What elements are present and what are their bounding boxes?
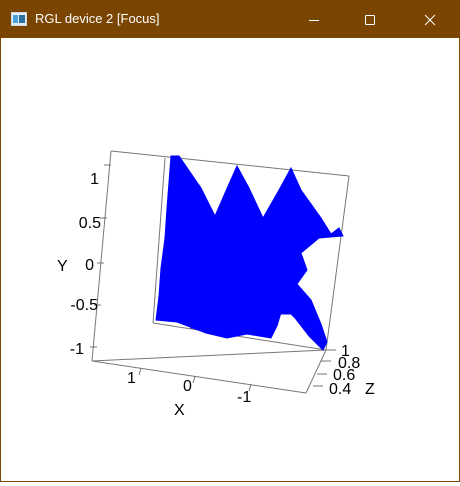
x-tick-label: 0 (183, 378, 192, 395)
rgl-canvas[interactable]: 1 0.5 0 -0.5 -1 Y 1 0 -1 X (1, 38, 459, 481)
window-title: RGL device 2 [Focus] (35, 11, 160, 26)
y-tick-label: 0.5 (79, 215, 101, 232)
z-tick-label: 0.6 (333, 367, 355, 384)
y-tick-label: 1 (90, 171, 99, 188)
app-icon (11, 12, 27, 26)
plot-svg: 1 0.5 0 -0.5 -1 Y 1 0 -1 X (57, 150, 375, 419)
y-axis-label: Y (57, 258, 68, 275)
z-tick-label: 0.4 (329, 381, 351, 398)
minimize-icon (309, 19, 319, 21)
x-tick-label: -1 (237, 389, 251, 406)
maximize-button[interactable] (347, 1, 393, 38)
x-axis-label: X (174, 402, 185, 419)
z-tick-label: 0.8 (338, 355, 360, 372)
close-button[interactable] (407, 1, 453, 38)
title-bar[interactable]: RGL device 2 [Focus] (1, 1, 459, 38)
maximize-icon (365, 14, 375, 25)
x-axis: 1 0 -1 X (127, 367, 252, 419)
y-axis: 1 0.5 0 -0.5 -1 Y (57, 164, 111, 358)
close-icon (424, 14, 436, 25)
z-axis: 1 0.8 0.6 0.4 Z (313, 343, 375, 398)
bounding-box (91, 150, 350, 394)
z-tick-label: 1 (341, 343, 350, 360)
y-tick-label: -1 (70, 341, 84, 358)
minimize-button[interactable] (291, 1, 337, 38)
y-tick-label: -0.5 (70, 297, 98, 314)
surface-mesh (155, 155, 344, 351)
z-axis-label: Z (365, 381, 375, 398)
y-tick-label: 0 (85, 257, 94, 274)
x-tick-label: 1 (127, 370, 136, 387)
